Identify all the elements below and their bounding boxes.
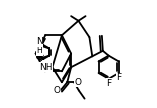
Text: F: F bbox=[116, 73, 121, 82]
Text: O: O bbox=[74, 78, 81, 87]
Text: H: H bbox=[37, 46, 43, 55]
Text: NH: NH bbox=[39, 63, 52, 72]
Text: F: F bbox=[106, 79, 111, 88]
Text: N: N bbox=[36, 37, 43, 46]
Text: O: O bbox=[54, 86, 61, 95]
